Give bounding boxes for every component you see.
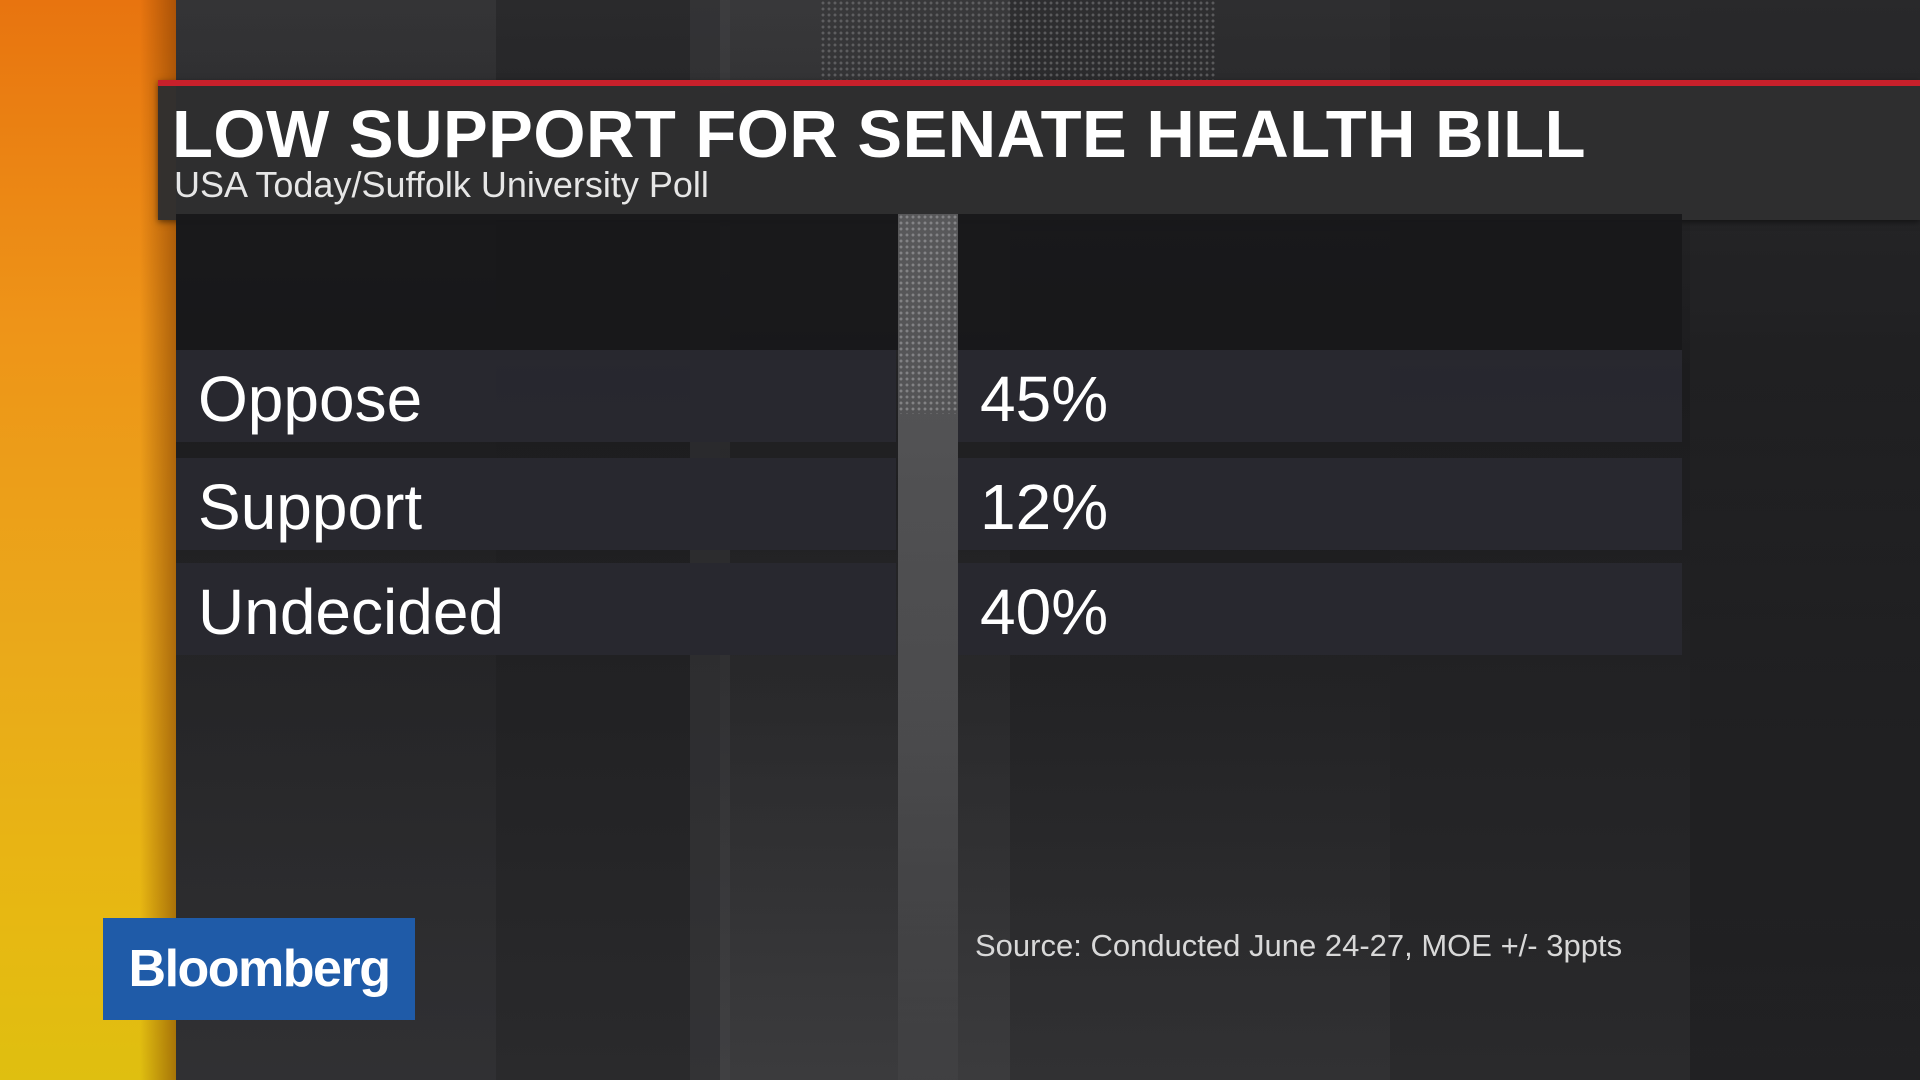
table-row: Oppose 45% [176, 350, 1682, 442]
page-subtitle: USA Today/Suffolk University Poll [174, 164, 709, 205]
column-divider [898, 214, 958, 1080]
background-dot-pattern [820, 0, 1215, 80]
row-label: Undecided [198, 576, 504, 648]
bloomberg-logo: Bloomberg [103, 918, 415, 1020]
row-label: Oppose [198, 363, 423, 435]
row-label-cell: Undecided [176, 563, 896, 655]
logo-text: Bloomberg [128, 940, 391, 998]
row-value: 40% [980, 576, 1109, 648]
row-value: 45% [980, 363, 1109, 435]
row-value-cell: 40% [958, 563, 1682, 655]
source-note: Source: Conducted June 24-27, MOE +/- 3p… [975, 928, 1623, 963]
row-label-cell: Oppose [176, 350, 896, 442]
row-label: Support [198, 471, 423, 543]
table-row: Undecided 40% [176, 563, 1682, 655]
header-band [158, 80, 1920, 220]
page-title: LOW SUPPORT FOR SENATE HEALTH BILL [172, 97, 1587, 172]
row-value-cell: 45% [958, 350, 1682, 442]
row-value-cell: 12% [958, 458, 1682, 550]
row-label-cell: Support [176, 458, 896, 550]
table-row: Support 12% [176, 458, 1682, 550]
row-value: 12% [980, 471, 1109, 543]
